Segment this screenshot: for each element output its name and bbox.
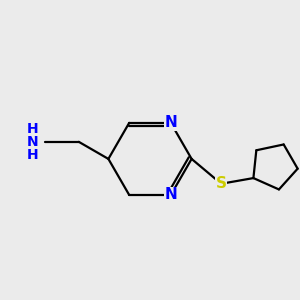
Text: N: N xyxy=(164,188,177,202)
Text: S: S xyxy=(216,176,227,191)
Text: H
N
H: H N H xyxy=(27,122,39,162)
Text: N: N xyxy=(164,116,177,130)
